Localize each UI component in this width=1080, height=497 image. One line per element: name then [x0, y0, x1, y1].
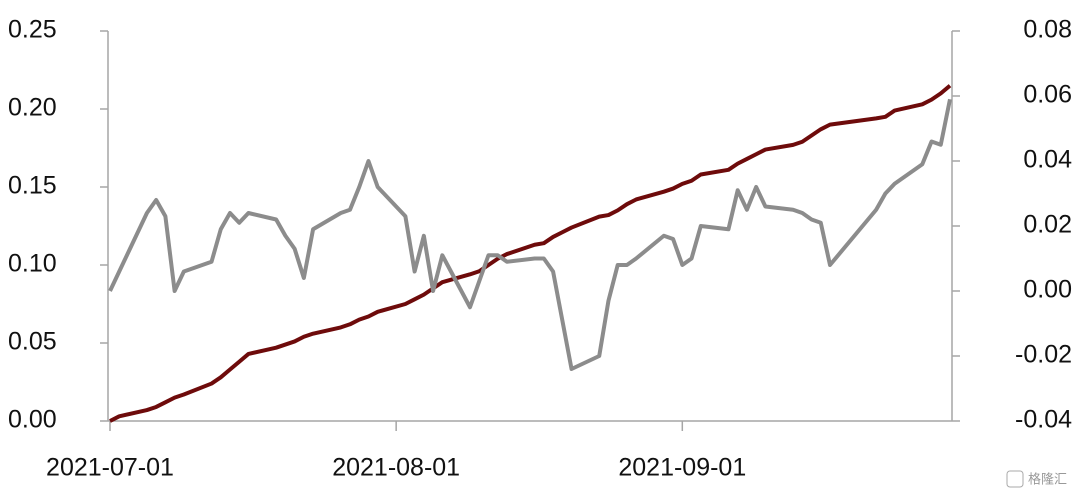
y-tick-label: 0.10 — [8, 250, 57, 278]
y2-tick-label: 0.06 — [1023, 81, 1072, 109]
y-tick-label: 0.25 — [8, 16, 57, 44]
series-line — [109, 84, 952, 423]
y2-tick-label: -0.04 — [1015, 406, 1072, 434]
y-tick-label: 0.20 — [8, 94, 57, 122]
y2-tick-label: 0.04 — [1023, 146, 1072, 174]
y2-tick-label: 0.02 — [1023, 211, 1072, 239]
y2-tick-label: 0.00 — [1023, 276, 1072, 304]
watermark: 格隆汇 — [1028, 471, 1067, 486]
y-tick-label: 0.00 — [8, 406, 57, 434]
x-tick-label: 2021-09-01 — [618, 454, 746, 482]
y2-tick-label: -0.02 — [1015, 341, 1072, 369]
y-tick-label: 0.05 — [8, 328, 57, 356]
watermark-icon — [1006, 470, 1024, 488]
y-tick-label: 0.15 — [8, 172, 57, 200]
x-tick-label: 2021-08-01 — [332, 454, 460, 482]
x-tick-label: 2021-07-01 — [46, 454, 174, 482]
series-line — [108, 98, 952, 371]
y2-tick-label: 0.08 — [1023, 16, 1072, 44]
